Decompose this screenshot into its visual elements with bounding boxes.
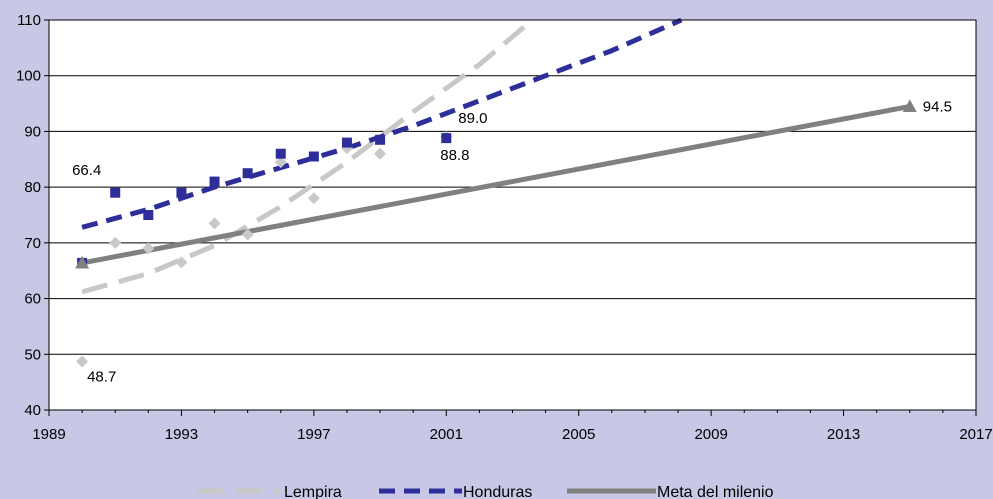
square-marker	[143, 210, 154, 220]
legend-item: Meta del milenio	[567, 484, 774, 499]
x-tick-label: 2005	[562, 426, 595, 443]
y-tick-label: 40	[24, 402, 41, 419]
y-tick-label: 80	[24, 179, 41, 196]
diamond-marker	[109, 236, 122, 249]
y-tick-label: 110	[17, 12, 41, 29]
trend-line-lempira	[81, 18, 535, 295]
data-label: 48.7	[87, 369, 116, 386]
square-marker	[308, 151, 319, 162]
legend-item: Lempira	[197, 484, 342, 499]
square-marker	[242, 168, 253, 179]
data-label: 66.4	[72, 162, 101, 179]
data-labels: 66.4 48.7 89.0 88.8 94.5	[72, 98, 952, 385]
triangle-marker	[75, 255, 90, 269]
legend: Lempira Honduras Meta del milenio	[197, 484, 774, 499]
y-tick-label: 70	[24, 235, 41, 252]
square-marker	[441, 133, 452, 144]
data-label: 94.5	[923, 98, 952, 115]
x-tick-label: 1989	[32, 426, 65, 443]
diamond-marker	[175, 256, 188, 269]
square-marker	[275, 148, 286, 159]
y-tick-label: 60	[24, 291, 41, 308]
y-tick-label: 50	[24, 346, 41, 363]
data-label: 88.8	[440, 147, 469, 164]
x-tick-label: 1997	[297, 426, 330, 443]
legend-label: Lempira	[284, 484, 342, 499]
diamond-marker	[241, 228, 254, 241]
legend-item: Honduras	[379, 484, 532, 499]
diamond-marker	[208, 217, 221, 230]
axes: 40 50 60 70 80 90 100 110 1989 1993 1997 2001 2005 20…	[16, 12, 993, 443]
gridlines	[49, 19, 976, 411]
x-tick-label: 2013	[827, 426, 860, 443]
x-tick-label: 2009	[694, 426, 727, 443]
triangle-marker	[902, 99, 917, 112]
legend-label: Honduras	[463, 484, 532, 499]
x-tick-label: 2017	[959, 426, 992, 443]
legend-label: Meta del milenio	[657, 484, 774, 499]
y-tick-label: 90	[24, 123, 41, 140]
x-tick-label: 2001	[430, 426, 463, 443]
diamond-marker	[76, 355, 89, 368]
square-marker	[375, 134, 386, 145]
plot-area	[49, 20, 976, 410]
diamond-marker	[307, 192, 320, 205]
x-tick-label: 1993	[165, 426, 198, 443]
square-marker	[209, 176, 220, 187]
square-marker	[341, 137, 352, 148]
trend-line-meta-del-milenio	[81, 103, 911, 266]
y-tick-label: 100	[16, 68, 41, 85]
diamond-marker	[274, 156, 287, 169]
data-label: 89.0	[458, 110, 487, 127]
data-markers	[75, 99, 917, 368]
square-marker	[110, 187, 121, 198]
diamond-marker	[142, 242, 155, 255]
diamond-marker	[374, 147, 387, 160]
square-marker	[176, 187, 187, 198]
